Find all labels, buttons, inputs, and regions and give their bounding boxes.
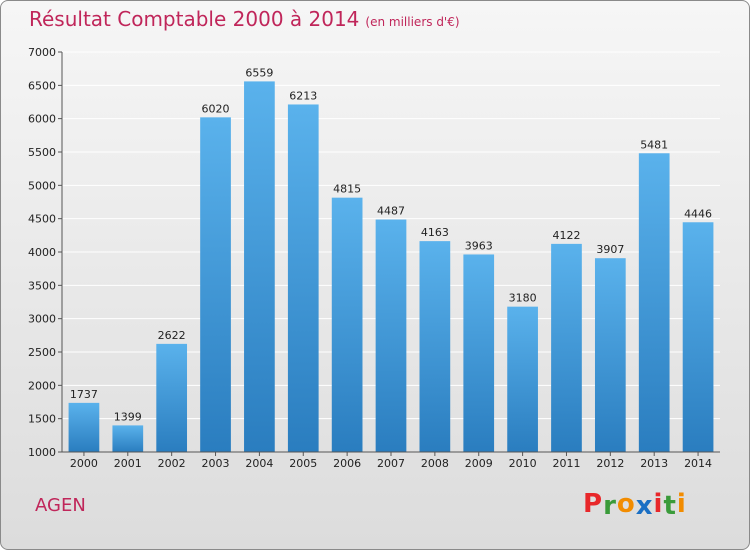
x-tick-label: 2011 bbox=[552, 457, 580, 470]
data-label-2006: 4815 bbox=[333, 183, 361, 196]
data-label-2011: 4122 bbox=[552, 229, 580, 242]
x-tick-label: 2009 bbox=[465, 457, 493, 470]
data-label-2004: 6559 bbox=[245, 66, 273, 79]
x-tick-label: 2000 bbox=[70, 457, 98, 470]
x-tick-label: 2007 bbox=[377, 457, 405, 470]
x-tick-label: 2002 bbox=[158, 457, 186, 470]
y-tick-label: 3000 bbox=[28, 313, 56, 326]
chart-unit: (en milliers d'€) bbox=[365, 15, 460, 29]
x-tick-label: 2003 bbox=[202, 457, 230, 470]
y-tick-label: 7000 bbox=[28, 46, 56, 59]
bar-2013 bbox=[638, 153, 670, 452]
data-label-2012: 3907 bbox=[596, 243, 624, 256]
data-label-2003: 6020 bbox=[202, 102, 230, 115]
y-tick-label: 1500 bbox=[28, 413, 56, 426]
data-label-2009: 3963 bbox=[465, 239, 493, 252]
bar-2000 bbox=[68, 402, 100, 452]
data-label-2008: 4163 bbox=[421, 226, 449, 239]
bar-2004 bbox=[244, 81, 275, 453]
y-tick-label: 5000 bbox=[28, 179, 56, 192]
y-tick-label: 2500 bbox=[28, 346, 56, 359]
bar-2008 bbox=[419, 241, 451, 452]
x-tick-label: 2014 bbox=[684, 457, 712, 470]
data-label-2001: 1399 bbox=[114, 410, 142, 423]
axes: 1000 1500 2000 2500 3000 3500 4000 4500 5000 5500… bbox=[28, 46, 720, 470]
x-tick-label: 2010 bbox=[509, 457, 537, 470]
bar-2012 bbox=[594, 258, 626, 452]
data-label-2002: 2622 bbox=[158, 329, 186, 342]
x-tick-label: 2001 bbox=[114, 457, 142, 470]
bar-2007 bbox=[375, 219, 407, 452]
y-tick-label: 6000 bbox=[28, 113, 56, 126]
x-tick-label: 2005 bbox=[289, 457, 317, 470]
x-tick-label: 2012 bbox=[596, 457, 624, 470]
bar-2003 bbox=[200, 117, 231, 452]
bar-2002 bbox=[156, 343, 188, 452]
bar-2005 bbox=[287, 104, 319, 452]
x-tick-label: 2004 bbox=[245, 457, 273, 470]
data-label-2005: 6213 bbox=[289, 89, 317, 102]
bar-2014 bbox=[682, 222, 714, 452]
proxiti-logo: Proxiti bbox=[583, 489, 687, 521]
chart-title: Résultat Comptable 2000 à 2014 (en millie… bbox=[29, 7, 460, 31]
data-label-2010: 3180 bbox=[509, 292, 537, 305]
bars: 1737 1399 2622 6020 6559 6213 4815 4487 4163 3963… bbox=[68, 66, 714, 453]
logo-letter: i bbox=[653, 489, 664, 519]
y-tick-label: 5500 bbox=[28, 146, 56, 159]
bar-2011 bbox=[551, 243, 582, 452]
y-tick-label: 2000 bbox=[28, 379, 56, 392]
y-tick-label: 1000 bbox=[28, 446, 56, 459]
data-label-2013: 5481 bbox=[640, 138, 668, 151]
x-tick-label: 2008 bbox=[421, 457, 449, 470]
x-tick-label: 2006 bbox=[333, 457, 361, 470]
logo-letter: o bbox=[616, 489, 636, 519]
x-tick-label: 2013 bbox=[640, 457, 668, 470]
data-label-2014: 4446 bbox=[684, 207, 712, 220]
logo-letter: r bbox=[603, 491, 617, 521]
logo-letter: x bbox=[635, 491, 654, 521]
y-tick-label: 6500 bbox=[28, 79, 56, 92]
bar-2001 bbox=[112, 425, 144, 452]
logo-letter: P bbox=[583, 489, 604, 519]
logo-letter: i bbox=[676, 489, 687, 519]
logo-letter: t bbox=[663, 491, 677, 521]
bar-2010 bbox=[507, 306, 538, 452]
data-label-2000: 1737 bbox=[70, 388, 98, 401]
city-label: AGEN bbox=[35, 495, 86, 516]
y-tick-label: 4500 bbox=[28, 213, 56, 226]
bar-2006 bbox=[331, 197, 363, 452]
data-label-2007: 4487 bbox=[377, 205, 405, 218]
bar-2009 bbox=[463, 254, 495, 452]
chart-title-text: Résultat Comptable 2000 à 2014 bbox=[29, 7, 360, 31]
y-tick-label: 4000 bbox=[28, 246, 56, 259]
y-tick-label: 3500 bbox=[28, 279, 56, 292]
